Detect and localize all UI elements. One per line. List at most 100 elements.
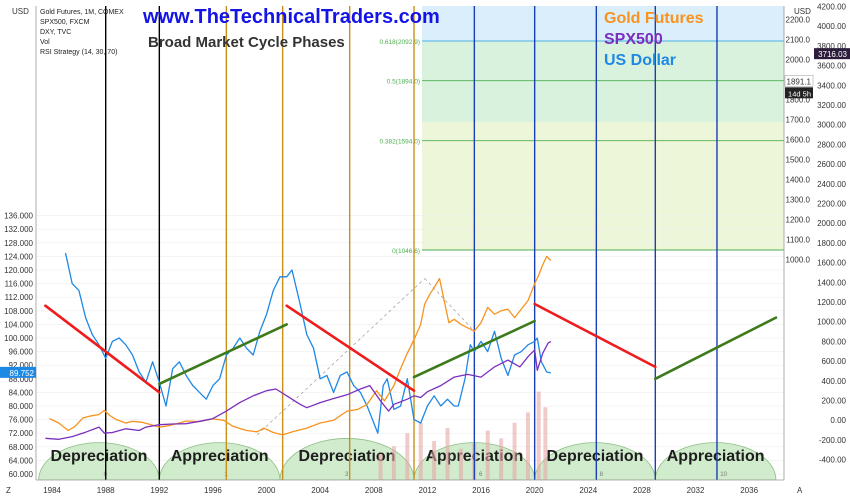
volume-bar bbox=[378, 454, 383, 480]
fib-level-label: 0.382(1594.0) bbox=[380, 139, 420, 146]
left-axis-tick: 88.000 bbox=[9, 375, 34, 384]
left-axis-tick: 80.000 bbox=[9, 402, 34, 411]
cycle-layer bbox=[105, 6, 718, 480]
right-unit-label: USD bbox=[794, 7, 811, 16]
volume-bar bbox=[391, 446, 396, 480]
x-axis-tick: 2024 bbox=[579, 486, 597, 495]
right-axis-a-tick: 1700.0 bbox=[786, 115, 811, 124]
left-axis-tick: 120.000 bbox=[4, 266, 33, 275]
trend-line bbox=[412, 319, 536, 379]
right-axis-a: 1000.0 1100.0 1200.0 1300.0 1400.0 1500.0 1600… bbox=[786, 16, 811, 265]
trend-line bbox=[285, 304, 416, 393]
x-axis-tick: 1996 bbox=[204, 486, 222, 495]
right-axis-b-tick: 0.00 bbox=[830, 416, 846, 425]
x-axis-tick: 2028 bbox=[633, 486, 651, 495]
x-axis: 1984 1988 1992 1996 2000 2004 2008 2012 2016 2020… bbox=[43, 486, 758, 495]
right-axis-b-tick: 3000.00 bbox=[817, 121, 846, 130]
x-axis-tick: 1984 bbox=[43, 486, 61, 495]
fib-level-label: 0.618(2092.9) bbox=[380, 39, 420, 46]
left-axis-tick: 104.000 bbox=[4, 320, 33, 329]
info-line: SPX500, FXCM bbox=[40, 19, 90, 26]
right-axis-b-tick: 3600.00 bbox=[817, 62, 846, 71]
gold-time-label: 14d 5h bbox=[788, 89, 811, 98]
fib-layer: 0.618(2092.9) 0.5(1894.0) 0.382(1594.0) 0(1… bbox=[256, 39, 784, 436]
right-axis-b-tick: 1400.00 bbox=[817, 278, 846, 287]
fib-blue-zone bbox=[422, 6, 784, 41]
right-axis-b-tick: 400.00 bbox=[822, 377, 847, 386]
right-axis-a-tick: 1600.0 bbox=[786, 135, 811, 144]
right-axis-b-tick: 2600.00 bbox=[817, 160, 846, 169]
fib-level-label: 0(1046.6) bbox=[392, 248, 420, 255]
right-axis-b-tick: 800.00 bbox=[822, 337, 847, 346]
right-axis-b-tick: 1600.00 bbox=[817, 259, 846, 268]
left-unit-label: USD bbox=[12, 7, 29, 16]
info-line: Gold Futures, 1M, COMEX bbox=[40, 9, 124, 16]
x-axis-tick: 2004 bbox=[311, 486, 329, 495]
right-axis-b-tick: 2200.00 bbox=[817, 200, 846, 209]
left-axis-tick: 100.000 bbox=[4, 334, 33, 343]
fib-green-zone-1 bbox=[422, 41, 784, 122]
phase-arc bbox=[534, 442, 656, 480]
volume-bar bbox=[458, 448, 463, 480]
x-axis-tick: 2036 bbox=[740, 486, 758, 495]
right-axis-b-tick: 600.00 bbox=[822, 357, 847, 366]
volume-bar bbox=[525, 412, 530, 480]
phase-arc bbox=[158, 442, 281, 480]
legend-label: SPX500 bbox=[604, 31, 663, 48]
volume-bar bbox=[432, 441, 437, 480]
left-axis-tick: 92.000 bbox=[9, 361, 34, 370]
phase-arc bbox=[654, 442, 777, 480]
log-scale-toggle[interactable]: A bbox=[797, 486, 803, 495]
right-axis-b-tick: 1000.00 bbox=[817, 318, 846, 327]
right-axis-b-tick: -200.00 bbox=[819, 436, 847, 445]
trend-line bbox=[533, 302, 657, 369]
right-axis-a-tick: 1800.0 bbox=[786, 96, 811, 105]
left-axis-tick: 108.000 bbox=[4, 307, 33, 316]
volume-bar bbox=[418, 422, 423, 480]
zoom-toggle[interactable]: Z bbox=[6, 486, 11, 495]
trend-line bbox=[158, 323, 288, 386]
info-line: Vol bbox=[40, 39, 50, 46]
phase-layer: Depreciation0Appreciation1Depreciation3A… bbox=[38, 438, 777, 480]
x-axis-tick: 1992 bbox=[150, 486, 168, 495]
series-line-spx500 bbox=[45, 340, 552, 440]
fib-level-label: 0.5(1894.0) bbox=[387, 79, 420, 86]
gold-time-badge bbox=[785, 87, 813, 99]
info-block: Gold Futures, 1M, COMEX SPX500, FXCM DXY, … bbox=[40, 9, 124, 56]
right-axis-a-tick: 1000.0 bbox=[786, 255, 811, 264]
right-axis-b-tick: -400.00 bbox=[819, 456, 847, 465]
legend-block: Gold Futures SPX500 US Dollar bbox=[604, 10, 704, 69]
trend-line bbox=[44, 304, 161, 394]
gold-current-badge bbox=[784, 75, 814, 87]
current-labels: 89.752 1891.1 14d 5h 3716.03 bbox=[0, 48, 850, 378]
right-axis-b-tick: 4000.00 bbox=[817, 22, 846, 31]
phase-label: Appreciation bbox=[667, 448, 765, 465]
spx-current-badge bbox=[814, 48, 850, 60]
right-axis-a-tick: 1200.0 bbox=[786, 215, 811, 224]
left-axis-tick: 128.000 bbox=[4, 239, 33, 248]
left-axis-tick: 112.000 bbox=[5, 293, 34, 302]
phase-label: Appreciation bbox=[171, 448, 269, 465]
left-axis-tick: 84.000 bbox=[9, 388, 34, 397]
right-axis-a-tick: 1300.0 bbox=[786, 195, 811, 204]
right-axis-b-tick: 3400.00 bbox=[817, 81, 846, 90]
phase-number: 6 bbox=[479, 472, 483, 478]
volume-bar bbox=[543, 407, 548, 480]
volume-bar bbox=[405, 433, 410, 480]
right-axis-a-tick: 2000.0 bbox=[786, 56, 811, 65]
right-axis-b-tick: 3800.00 bbox=[817, 42, 846, 51]
left-axis-tick: 64.000 bbox=[9, 456, 34, 465]
right-axis-b-tick: 1200.00 bbox=[817, 298, 846, 307]
left-axis-tick: 116.000 bbox=[5, 280, 34, 289]
volume-bar bbox=[512, 422, 517, 480]
volume-bar bbox=[536, 391, 541, 480]
left-axis-tick: 96.000 bbox=[9, 348, 34, 357]
dollar-current-label: 89.752 bbox=[10, 369, 35, 378]
trend-line bbox=[654, 316, 778, 381]
x-axis-tick: 2032 bbox=[687, 486, 705, 495]
fib-anchor-line bbox=[424, 278, 475, 332]
volume-bar bbox=[445, 428, 450, 480]
right-axis-a-tick: 1100.0 bbox=[786, 235, 810, 244]
